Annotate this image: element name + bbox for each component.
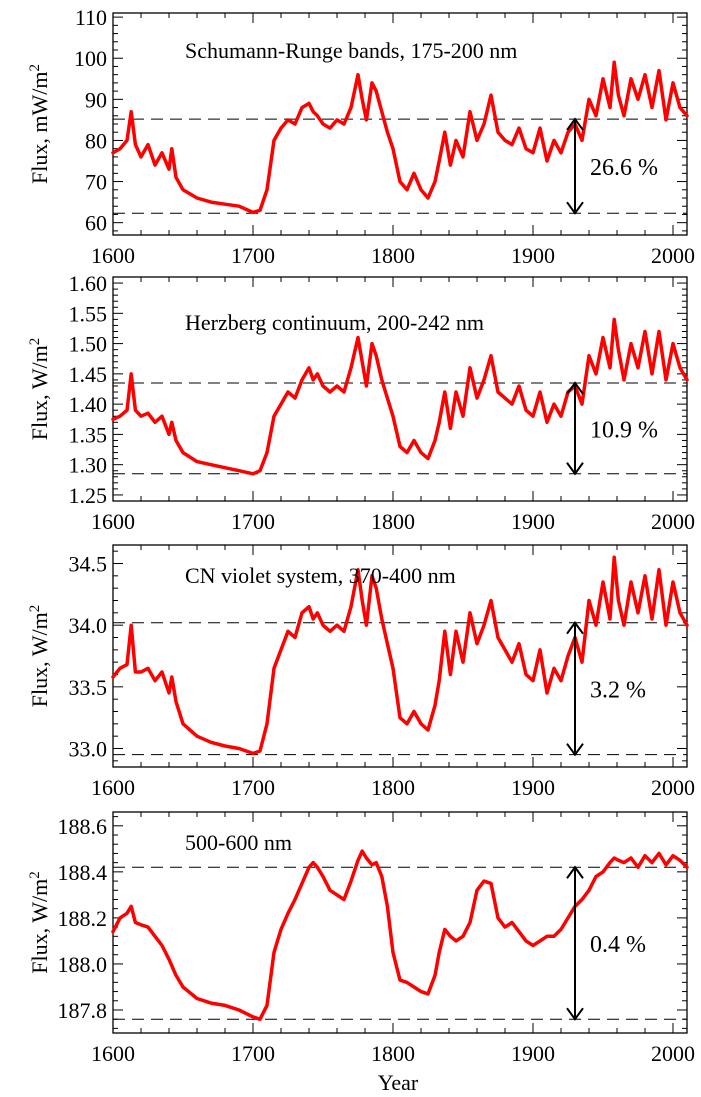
x-tick-label: 1600 — [91, 1041, 135, 1066]
x-tick-label: 1800 — [371, 509, 415, 534]
range-arrow-head-bottom — [566, 743, 584, 757]
range-arrow-head-bottom — [566, 1007, 584, 1021]
x-tick-label: 2000 — [651, 775, 695, 800]
y-tick-label: 1.55 — [69, 301, 108, 326]
plot-frame — [112, 811, 688, 1034]
x-tick-label: 2000 — [651, 243, 695, 268]
x-tick-label: 1800 — [371, 1041, 415, 1066]
y-axis-label-superscript: 2 — [27, 338, 43, 346]
x-tick-label: 1700 — [231, 243, 275, 268]
y-tick-label: 188.0 — [58, 952, 108, 977]
x-tick-label: 1600 — [91, 509, 135, 534]
x-tick-label: 1700 — [231, 509, 275, 534]
plot-frame — [112, 276, 688, 502]
x-tick-label: 1800 — [371, 243, 415, 268]
y-tick-label: 90 — [85, 87, 107, 112]
x-tick-label: 1600 — [91, 243, 135, 268]
y-tick-label: 34.0 — [69, 613, 108, 638]
y-axis-label-superscript: 2 — [27, 871, 43, 879]
chart-title: Schumann-Runge bands, 175-200 nm — [185, 38, 517, 63]
range-annotation: 3.2 % — [590, 678, 646, 704]
range-arrow-head-top — [566, 865, 584, 879]
y-axis-label: Flux, W/m2 — [27, 338, 52, 440]
x-tick-label: 1800 — [371, 775, 415, 800]
chart-panel-2: 1600 1700 1800 1900 2000 1.25 1.30 1.35 1.40 1.45… — [27, 271, 695, 534]
y-axis-label: Flux, W/m2 — [27, 871, 52, 973]
series-line — [111, 849, 689, 1021]
range-annotation: 0.4 % — [590, 932, 646, 958]
chart-panel-4: 1600 1700 1800 1900 2000 187.8 188.0 188.2 188.4… — [27, 811, 695, 1066]
y-axis-label: Flux, W/m2 — [27, 605, 52, 707]
x-tick-label: 1700 — [231, 1041, 275, 1066]
x-tick-label: 2000 — [651, 509, 695, 534]
chart-title: Herzberg continuum, 200-242 nm — [185, 310, 484, 335]
y-tick-label: 100 — [74, 46, 107, 71]
y-axis-label-text: Flux, mW/m — [27, 72, 52, 184]
y-tick-label: 110 — [75, 5, 107, 30]
y-tick-label: 188.2 — [58, 906, 108, 931]
range-arrow-head-top — [566, 620, 584, 635]
series-line — [111, 317, 689, 476]
y-tick-label: 187.8 — [58, 998, 108, 1023]
series-line — [111, 555, 689, 756]
x-tick-label: 1900 — [511, 1041, 555, 1066]
range-arrow-head-bottom — [566, 201, 584, 215]
y-axis-label-text: Flux, W/m — [27, 612, 52, 707]
y-tick-label: 1.45 — [69, 362, 108, 387]
y-tick-label: 1.25 — [69, 483, 108, 508]
y-tick-label: 60 — [85, 211, 107, 236]
y-axis-label-superscript: 2 — [27, 605, 43, 613]
y-tick-label: 1.60 — [69, 271, 108, 296]
range-arrow-head-bottom — [566, 462, 584, 476]
x-tick-label: 1700 — [231, 775, 275, 800]
range-arrow-head-top — [566, 381, 584, 395]
x-tick-label: 1600 — [91, 775, 135, 800]
y-tick-label: 1.50 — [69, 332, 108, 357]
range-annotation: 26.6 % — [590, 155, 658, 181]
series-line — [111, 60, 689, 215]
range-arrow-head-top — [566, 117, 584, 131]
y-axis-label: Flux, mW/m2 — [27, 64, 52, 184]
y-tick-label: 80 — [85, 128, 107, 153]
chart-panels: 1600 1700 1800 1900 2000 60 70 80 90 100 110 Flux, … — [27, 5, 695, 1066]
range-annotation: 10.9 % — [590, 417, 658, 443]
y-axis-label-text: Flux, W/m — [27, 879, 52, 974]
y-axis-label-text: Flux, W/m — [27, 345, 52, 440]
y-tick-label: 34.5 — [69, 552, 108, 577]
x-tick-label: 2000 — [651, 1041, 695, 1066]
y-tick-label: 70 — [85, 170, 107, 195]
x-tick-label: 1900 — [511, 243, 555, 268]
y-tick-label: 188.4 — [58, 860, 108, 885]
y-tick-label: 1.40 — [69, 392, 108, 417]
y-tick-label: 33.0 — [69, 737, 108, 762]
y-axis-label-superscript: 2 — [27, 64, 43, 72]
plot-frame — [112, 544, 688, 768]
x-tick-label: 1900 — [511, 775, 555, 800]
y-tick-label: 1.35 — [69, 422, 108, 447]
x-tick-label: 1900 — [511, 509, 555, 534]
y-tick-label: 1.30 — [69, 453, 108, 478]
chart-panel-1: 1600 1700 1800 1900 2000 60 70 80 90 100 110 Flux, … — [27, 5, 695, 268]
y-tick-label: 188.6 — [58, 814, 108, 839]
x-axis-label: Year — [378, 1070, 419, 1095]
y-tick-label: 33.5 — [69, 675, 108, 700]
chart-panel-3: 1600 1700 1800 1900 2000 33.0 33.5 34.0 34.5 Flux… — [27, 544, 695, 800]
chart-title: CN violet system, 370-400 nm — [185, 563, 456, 588]
chart-title: 500-600 nm — [185, 830, 292, 855]
